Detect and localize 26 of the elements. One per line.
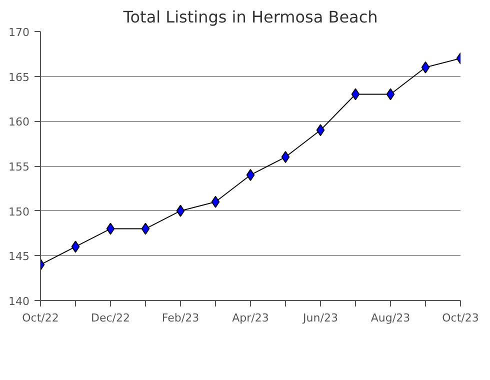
x-tick-label: Apr/23 [232, 312, 269, 324]
point [281, 151, 290, 164]
y-tick-label: 170 [8, 26, 30, 39]
chart-title: Total Listings in Hermosa Beach [122, 8, 378, 26]
y-tick-label: 145 [8, 250, 30, 264]
point [106, 222, 115, 235]
x-tick-label: Oct/23 [442, 312, 479, 324]
y-tick-label: 165 [8, 70, 30, 84]
point [141, 222, 150, 235]
point [246, 168, 255, 181]
y-tick-label: 140 [8, 295, 30, 308]
y-tick-label: 150 [8, 205, 30, 218]
point [176, 204, 185, 217]
x-tick-label: Aug/23 [370, 312, 410, 324]
y-tick-label: 160 [8, 116, 30, 129]
point [316, 124, 325, 136]
point [351, 88, 360, 100]
x-tick-label: Oct/22 [22, 312, 59, 324]
x-tick-label: Jun/23 [302, 312, 338, 324]
point [71, 240, 80, 253]
point [421, 61, 430, 74]
point [211, 196, 220, 208]
point [386, 88, 395, 100]
x-tick-label: Dec/22 [91, 312, 130, 324]
x-tick-label: Feb/23 [162, 312, 200, 324]
y-tick-label: 155 [8, 160, 30, 174]
